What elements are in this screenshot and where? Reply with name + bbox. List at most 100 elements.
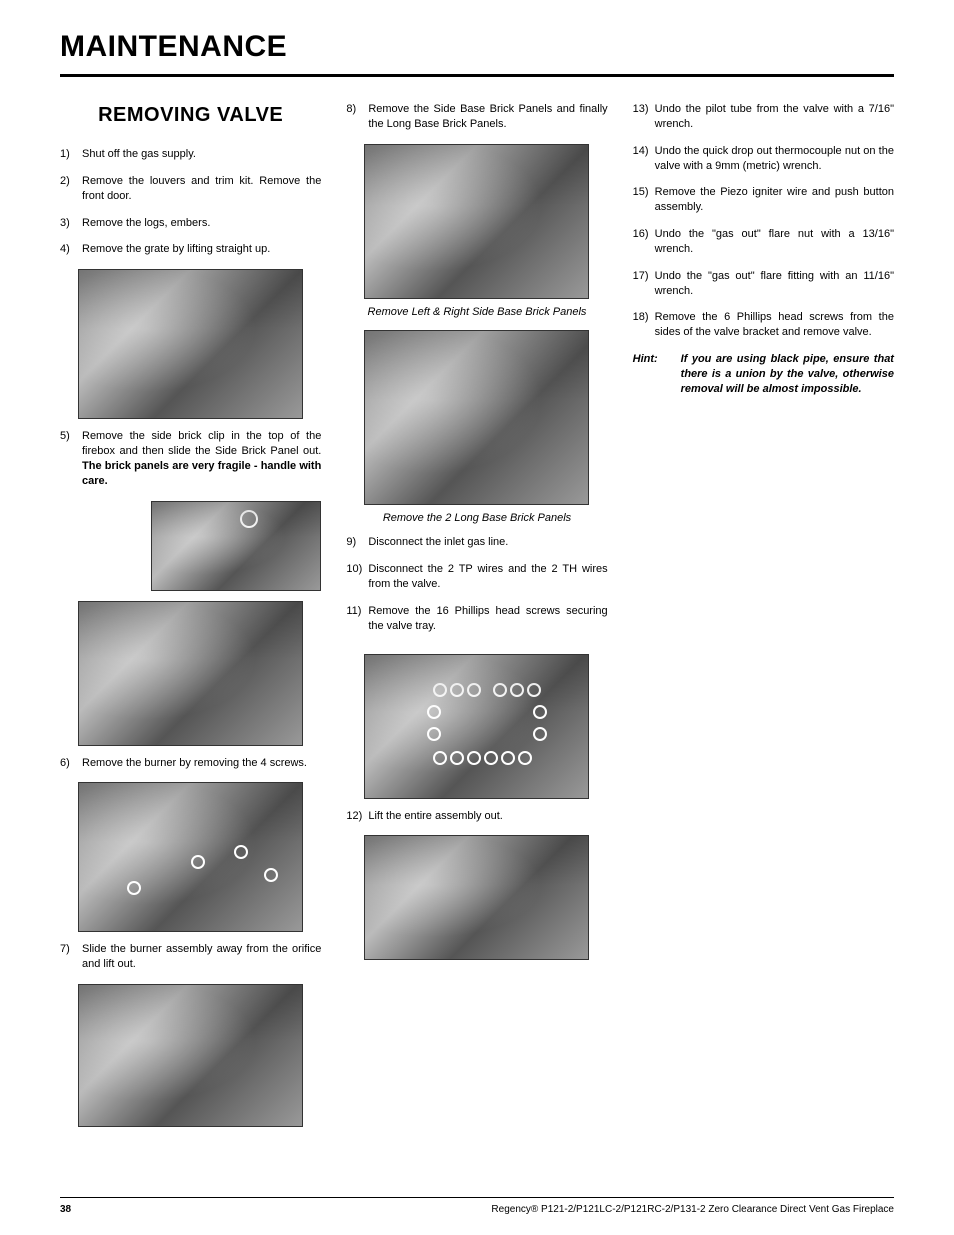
- step-5-bold: The brick panels are very fragile - hand…: [82, 460, 321, 487]
- step-number: 14): [633, 144, 655, 174]
- highlight-circle-icon: [527, 683, 541, 697]
- step-number: 9): [346, 535, 368, 550]
- step-number: 2): [60, 174, 82, 204]
- column-3: 13) Undo the pilot tube from the valve w…: [633, 102, 894, 1137]
- hint-text: If you are using black pipe, ensure that…: [681, 352, 894, 397]
- step-text: Remove the Side Base Brick Panels and fi…: [368, 102, 607, 132]
- step-18: 18) Remove the 6 Phillips head screws fr…: [633, 310, 894, 340]
- step-text: Remove the side brick clip in the top of…: [82, 429, 321, 488]
- step-number: 8): [346, 102, 368, 132]
- step-text: Remove the 16 Phillips head screws secur…: [368, 604, 607, 634]
- step-text: Shut off the gas supply.: [82, 147, 321, 162]
- highlight-circle-icon: [510, 683, 524, 697]
- step-text: Slide the burner assembly away from the …: [82, 942, 321, 972]
- step-12: 12) Lift the entire assembly out.: [346, 809, 607, 824]
- highlight-circle-icon: [191, 855, 205, 869]
- step-text: Remove the 6 Phillips head screws from t…: [655, 310, 894, 340]
- step-number: 12): [346, 809, 368, 824]
- highlight-circle-icon: [501, 751, 515, 765]
- highlight-circle-icon: [484, 751, 498, 765]
- page-footer: 38 Regency® P121-2/P121LC-2/P121RC-2/P13…: [60, 1197, 894, 1215]
- highlight-circle-icon: [433, 683, 447, 697]
- step-9: 9) Disconnect the inlet gas line.: [346, 535, 607, 550]
- figure-burner-slide: [60, 984, 321, 1127]
- step-2: 2) Remove the louvers and trim kit. Remo…: [60, 174, 321, 204]
- highlight-circle-icon: [518, 751, 532, 765]
- highlight-circle-icon: [450, 683, 464, 697]
- step-number: 15): [633, 185, 655, 215]
- highlight-circle-icon: [467, 751, 481, 765]
- step-text: Undo the "gas out" flare nut with a 13/1…: [655, 227, 894, 257]
- page-number: 38: [60, 1204, 71, 1215]
- step-text: Disconnect the 2 TP wires and the 2 TH w…: [368, 562, 607, 592]
- step-text: Remove the logs, embers.: [82, 216, 321, 231]
- figure-image: [78, 984, 303, 1127]
- section-title: REMOVING VALVE: [60, 102, 321, 129]
- figure-image: [364, 654, 589, 799]
- step-1: 1) Shut off the gas supply.: [60, 147, 321, 162]
- highlight-circle-icon: [533, 727, 547, 741]
- figure-side-base-panels: Remove Left & Right Side Base Brick Pane…: [346, 144, 607, 320]
- step-6: 6) Remove the burner by removing the 4 s…: [60, 756, 321, 771]
- figure-side-panel: [60, 601, 321, 746]
- content-columns: REMOVING VALVE 1) Shut off the gas suppl…: [60, 102, 894, 1137]
- figure-image: [364, 330, 589, 505]
- step-11: 11) Remove the 16 Phillips head screws s…: [346, 604, 607, 634]
- step-number: 18): [633, 310, 655, 340]
- figure-valve-tray-screws: [346, 654, 607, 799]
- step-5-pre: Remove the side brick clip in the top of…: [82, 430, 321, 457]
- step-number: 5): [60, 429, 82, 488]
- highlight-circle-icon: [234, 845, 248, 859]
- highlight-circle-icon: [493, 683, 507, 697]
- highlight-circle-icon: [240, 510, 258, 528]
- highlight-circle-icon: [450, 751, 464, 765]
- highlight-circle-icon: [467, 683, 481, 697]
- figure-image: [78, 782, 303, 932]
- highlight-circle-icon: [427, 727, 441, 741]
- figure-burner-screws: [60, 782, 321, 932]
- step-text: Remove the grate by lifting straight up.: [82, 242, 321, 257]
- step-number: 13): [633, 102, 655, 132]
- title-rule: [60, 74, 894, 77]
- step-text: Disconnect the inlet gas line.: [368, 535, 607, 550]
- step-number: 6): [60, 756, 82, 771]
- step-8: 8) Remove the Side Base Brick Panels and…: [346, 102, 607, 132]
- step-number: 17): [633, 269, 655, 299]
- step-3: 3) Remove the logs, embers.: [60, 216, 321, 231]
- step-number: 3): [60, 216, 82, 231]
- step-text: Remove the louvers and trim kit. Remove …: [82, 174, 321, 204]
- hint-block: Hint: If you are using black pipe, ensur…: [633, 352, 894, 397]
- step-number: 16): [633, 227, 655, 257]
- step-text: Undo the pilot tube from the valve with …: [655, 102, 894, 132]
- figure-lift-assembly: [346, 835, 607, 960]
- highlight-circle-icon: [427, 705, 441, 719]
- highlight-circle-icon: [533, 705, 547, 719]
- step-text: Remove the Piezo igniter wire and push b…: [655, 185, 894, 215]
- figure-brick-clip: [60, 501, 321, 591]
- figure-image: [364, 144, 589, 299]
- page-title: MAINTENANCE: [60, 30, 894, 64]
- step-number: 11): [346, 604, 368, 634]
- step-17: 17) Undo the "gas out" flare fitting wit…: [633, 269, 894, 299]
- step-7: 7) Slide the burner assembly away from t…: [60, 942, 321, 972]
- figure-grate: [60, 269, 321, 419]
- step-number: 1): [60, 147, 82, 162]
- figure-image: [78, 269, 303, 419]
- step-15: 15) Remove the Piezo igniter wire and pu…: [633, 185, 894, 215]
- footer-text: Regency® P121-2/P121LC-2/P121RC-2/P131-2…: [491, 1204, 894, 1215]
- step-16: 16) Undo the "gas out" flare nut with a …: [633, 227, 894, 257]
- step-13: 13) Undo the pilot tube from the valve w…: [633, 102, 894, 132]
- step-4: 4) Remove the grate by lifting straight …: [60, 242, 321, 257]
- figure-long-base-panels: Remove the 2 Long Base Brick Panels: [346, 330, 607, 526]
- step-number: 4): [60, 242, 82, 257]
- figure-image: [151, 501, 321, 591]
- figure-image: [78, 601, 303, 746]
- step-text: Remove the burner by removing the 4 scre…: [82, 756, 321, 771]
- step-10: 10) Disconnect the 2 TP wires and the 2 …: [346, 562, 607, 592]
- step-text: Undo the "gas out" flare fitting with an…: [655, 269, 894, 299]
- step-5: 5) Remove the side brick clip in the top…: [60, 429, 321, 488]
- figure-caption: Remove the 2 Long Base Brick Panels: [375, 511, 579, 526]
- step-number: 7): [60, 942, 82, 972]
- step-14: 14) Undo the quick drop out thermocouple…: [633, 144, 894, 174]
- highlight-circle-icon: [264, 868, 278, 882]
